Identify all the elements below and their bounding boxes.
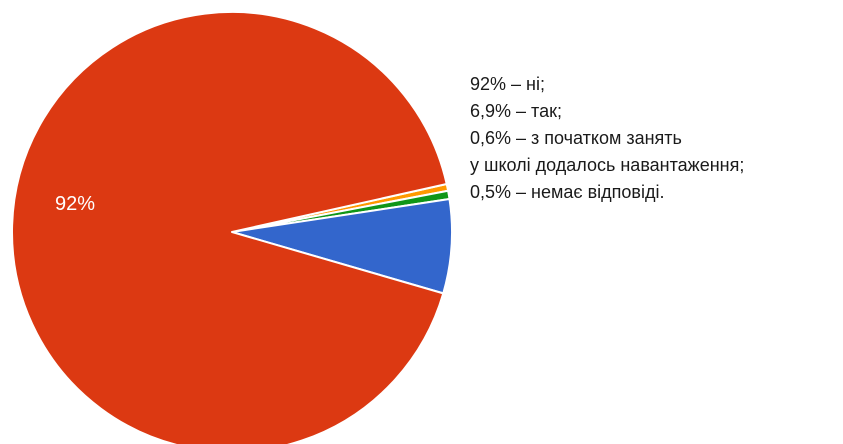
legend-line-navantazhennia-1: 0,6% – з початком занять bbox=[470, 128, 682, 148]
slice-ni bbox=[11, 11, 448, 444]
legend-line-ni: 92% – ні; bbox=[470, 74, 545, 94]
legend-line-tak: 6,9% – так; bbox=[470, 101, 562, 121]
legend-line-navantazhennia-2: у школі додалось навантаження; bbox=[470, 155, 745, 175]
legend-line-nemaie-vidpovidi: 0,5% – немає відповіді. bbox=[470, 182, 665, 202]
data-label-ni: 92% bbox=[55, 193, 95, 215]
chart-legend: 92% – ні; 6,9% – так; 0,6% – з початком … bbox=[470, 71, 744, 206]
